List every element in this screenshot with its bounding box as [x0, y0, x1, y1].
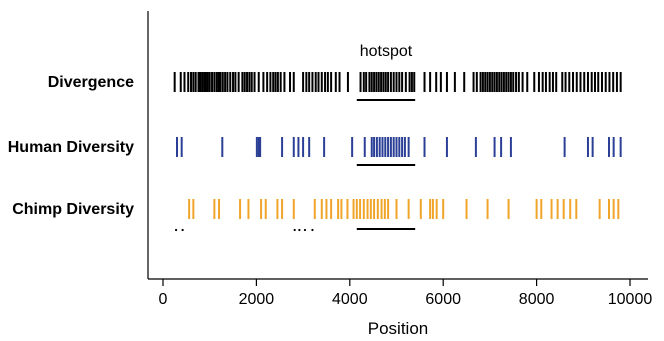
- extra-dot-0: [174, 228, 178, 232]
- x-tick-label-4000: 4000: [332, 291, 368, 308]
- hotspot-label: hotspot: [360, 43, 413, 60]
- extra-dot-2: [293, 228, 296, 232]
- series-2-marks: [188, 199, 620, 219]
- x-tick-label-6000: 6000: [425, 291, 461, 308]
- x-tick-label-8000: 8000: [519, 291, 555, 308]
- series-label-2: Chimp Diversity: [12, 201, 134, 218]
- x-tick-label-10000: 10000: [608, 291, 653, 308]
- extra-dot-1: [181, 228, 184, 232]
- series-label-1: Human Diversity: [8, 139, 134, 156]
- series-1-marks: [176, 137, 622, 157]
- series-label-0: Divergence: [48, 74, 134, 91]
- extra-dot-3: [298, 228, 301, 232]
- x-tick-label-0: 0: [159, 291, 168, 308]
- series-marks: [173, 72, 622, 232]
- hotspot-annotation: hotspot: [356, 43, 416, 230]
- x-axis-ticks: [162, 279, 631, 286]
- x-tick-label-2000: 2000: [239, 291, 275, 308]
- chart-frame: [147, 11, 648, 280]
- x-axis-label: Position: [368, 319, 428, 338]
- extra-dot-5: [311, 228, 314, 232]
- x-axis-tick-labels: 0 2000 4000 6000 8000 10000: [159, 291, 653, 308]
- extra-dot-4: [303, 228, 307, 232]
- series-labels: Divergence Human Diversity Chimp Diversity: [8, 74, 134, 218]
- series-0-marks: [173, 72, 622, 92]
